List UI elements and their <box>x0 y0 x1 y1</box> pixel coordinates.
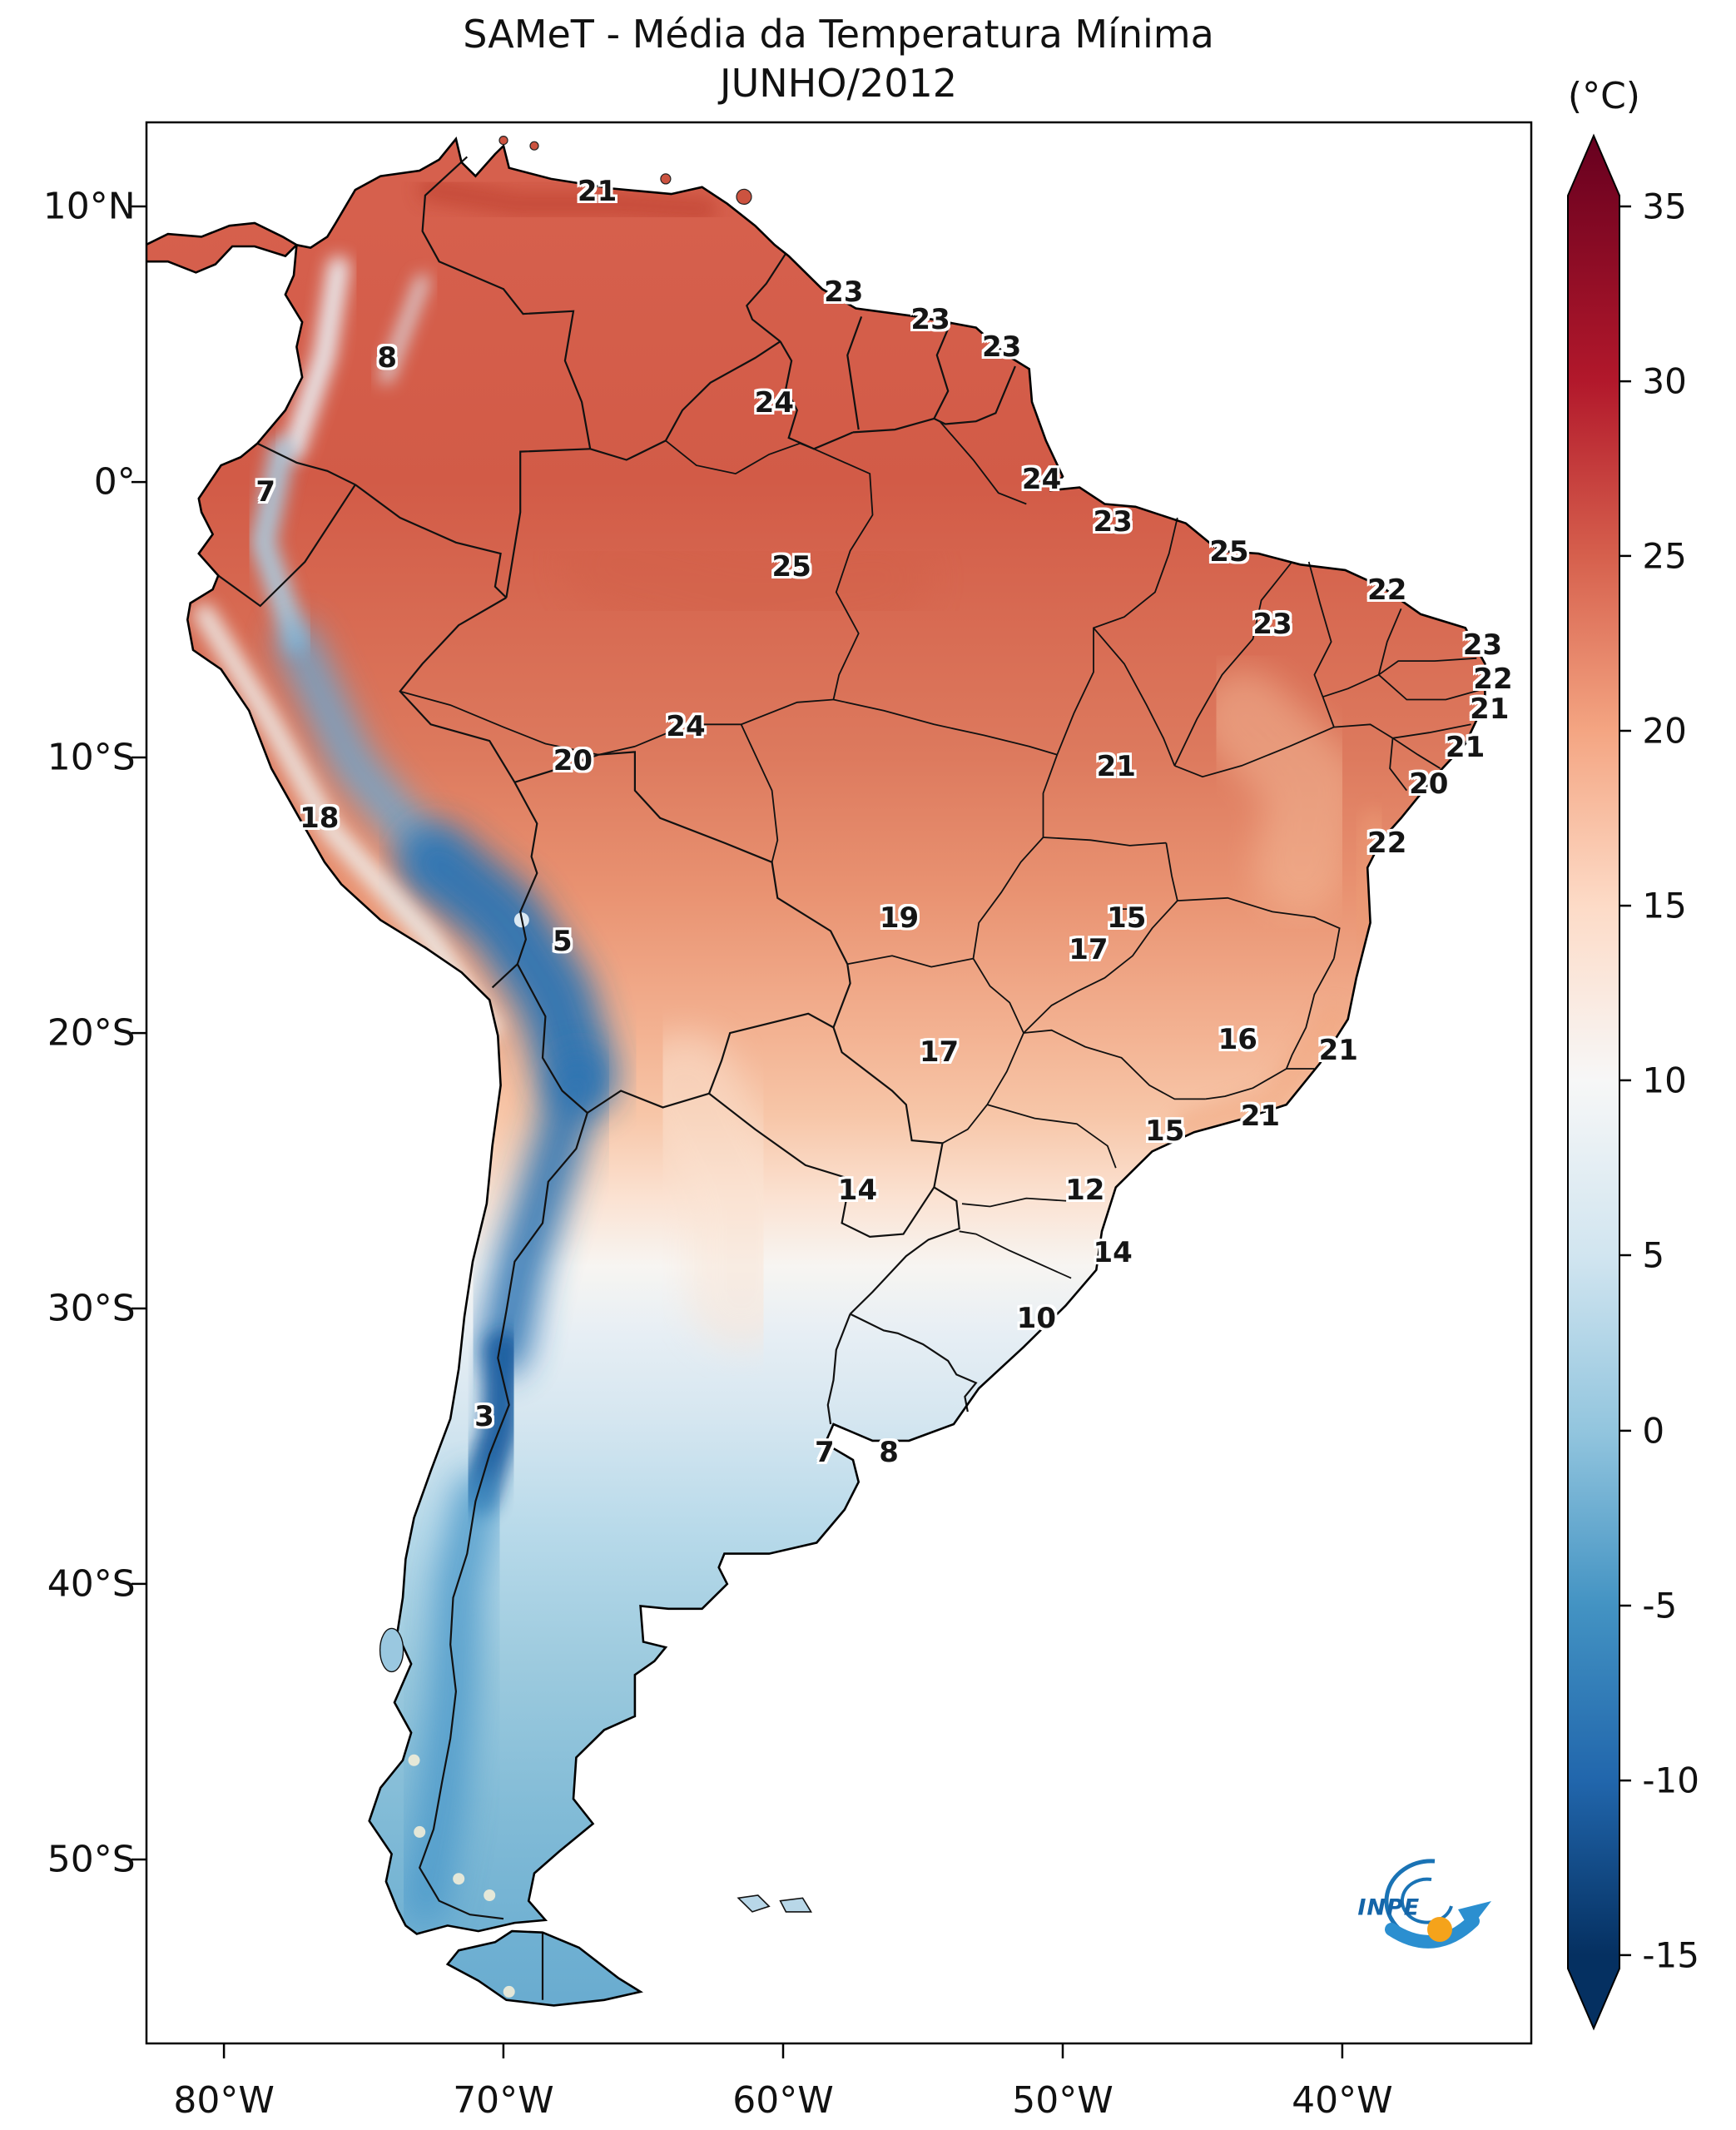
chart-title: SAMeT - Média da Temperatura Mínima JUNH… <box>146 10 1531 110</box>
inpe-logo-text: INPE <box>1357 1894 1421 1921</box>
title-line2: JUNHO/2012 <box>720 61 958 107</box>
colorbar-unit-label: (°C) <box>1567 74 1640 117</box>
title-line1: SAMeT - Média da Temperatura Mínima <box>463 11 1214 57</box>
